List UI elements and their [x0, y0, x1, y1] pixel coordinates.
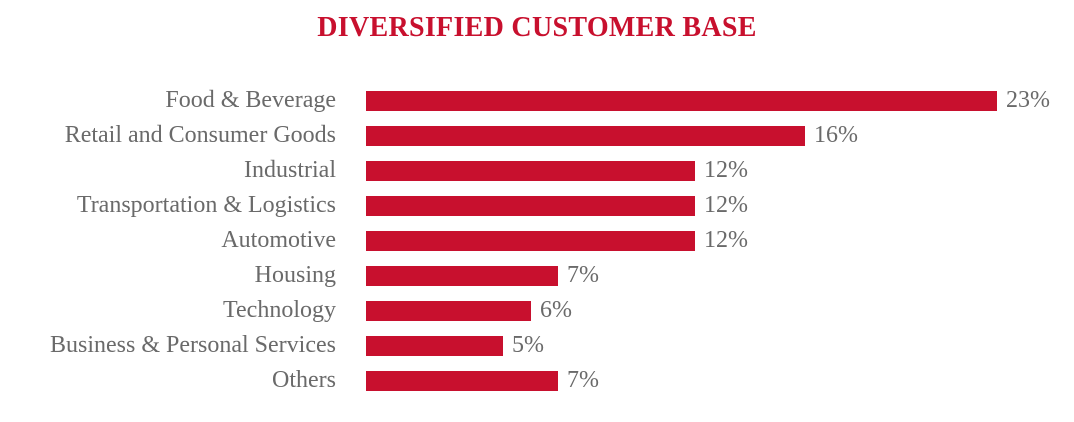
bar	[366, 90, 997, 111]
value-label: 12%	[704, 227, 748, 253]
category-label: Housing	[254, 262, 336, 288]
category-label: Food & Beverage	[165, 87, 336, 113]
bar-row: Business & Personal Services 5%	[0, 328, 1074, 363]
bar-track: 12%	[366, 227, 1074, 254]
value-label: 12%	[704, 192, 748, 218]
value-label: 12%	[704, 157, 748, 183]
category-label: Business & Personal Services	[50, 332, 336, 358]
bar-track: 16%	[366, 122, 1074, 149]
bar	[366, 230, 695, 251]
value-label: 23%	[1006, 87, 1050, 113]
value-label: 6%	[540, 297, 572, 323]
bar-rows: Food & Beverage 23% Retail and Consumer Go…	[0, 83, 1074, 398]
category-label: Retail and Consumer Goods	[64, 122, 336, 148]
bar-row: Food & Beverage 23%	[0, 83, 1074, 118]
bar-row: Technology 6%	[0, 293, 1074, 328]
value-label: 7%	[567, 367, 599, 393]
bar	[366, 335, 503, 356]
bar-row: Automotive 12%	[0, 223, 1074, 258]
bar-row: Retail and Consumer Goods 16%	[0, 118, 1074, 153]
bar-track: 7%	[366, 367, 1074, 394]
bar	[366, 125, 805, 146]
bar-track: 12%	[366, 157, 1074, 184]
bar	[366, 300, 531, 321]
category-label: Others	[272, 367, 336, 393]
value-label: 5%	[512, 332, 544, 358]
bar	[366, 370, 558, 391]
value-label: 16%	[814, 122, 858, 148]
bar-row: Others 7%	[0, 363, 1074, 398]
bar-track: 7%	[366, 262, 1074, 289]
bar-track: 5%	[366, 332, 1074, 359]
chart-title: DIVERSIFIED CUSTOMER BASE	[317, 12, 757, 43]
bar	[366, 195, 695, 216]
bar-row: Industrial 12%	[0, 153, 1074, 188]
category-label: Industrial	[244, 157, 336, 183]
bar	[366, 265, 558, 286]
value-label: 7%	[567, 262, 599, 288]
bar-track: 23%	[366, 87, 1074, 114]
bar-track: 12%	[366, 192, 1074, 219]
bar-row: Transportation & Logistics 12%	[0, 188, 1074, 223]
category-label: Automotive	[221, 227, 336, 253]
category-label: Transportation & Logistics	[76, 192, 336, 218]
bar-track: 6%	[366, 297, 1074, 324]
bar-row: Housing 7%	[0, 258, 1074, 293]
category-label: Technology	[223, 297, 336, 323]
bar	[366, 160, 695, 181]
